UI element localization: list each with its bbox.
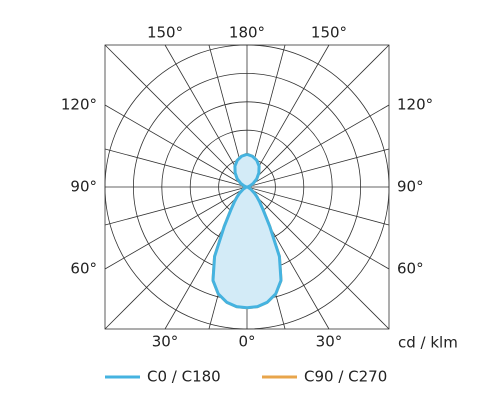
radial-line [104,104,248,188]
radial-line [246,186,390,330]
radial-line [246,44,330,188]
angle-label: 150° [147,24,183,42]
angle-label: 90° [70,178,97,196]
angle-label: 60° [70,259,97,277]
radial-line [104,44,248,188]
angle-label: 30° [316,333,343,351]
radial-line [246,44,390,188]
legend-label: C90 / C270 [304,368,387,386]
radial-line [104,186,248,226]
angle-label: 0° [238,333,255,351]
radial-line [104,186,248,270]
curve-fill [213,154,247,308]
radial-line [104,148,248,188]
radial-line [246,186,390,270]
angle-label: 30° [152,333,179,351]
legend-label: C0 / C180 [147,368,221,386]
radial-line [164,44,248,188]
curve-line [245,152,283,310]
angle-label: 180° [229,24,265,42]
angle-label: 120° [61,96,97,114]
angle-label: 60° [397,259,424,277]
radial-line [104,186,248,330]
curve-line [211,152,249,310]
radial-line [246,104,390,188]
angle-label: 150° [311,24,347,42]
curve-fill [247,154,281,308]
radial-line [246,148,390,188]
angle-label: 120° [397,96,433,114]
radial-line [246,186,390,226]
ring [104,44,390,330]
angle-label: 90° [397,178,424,196]
unit-label: cd / klm [398,334,458,352]
